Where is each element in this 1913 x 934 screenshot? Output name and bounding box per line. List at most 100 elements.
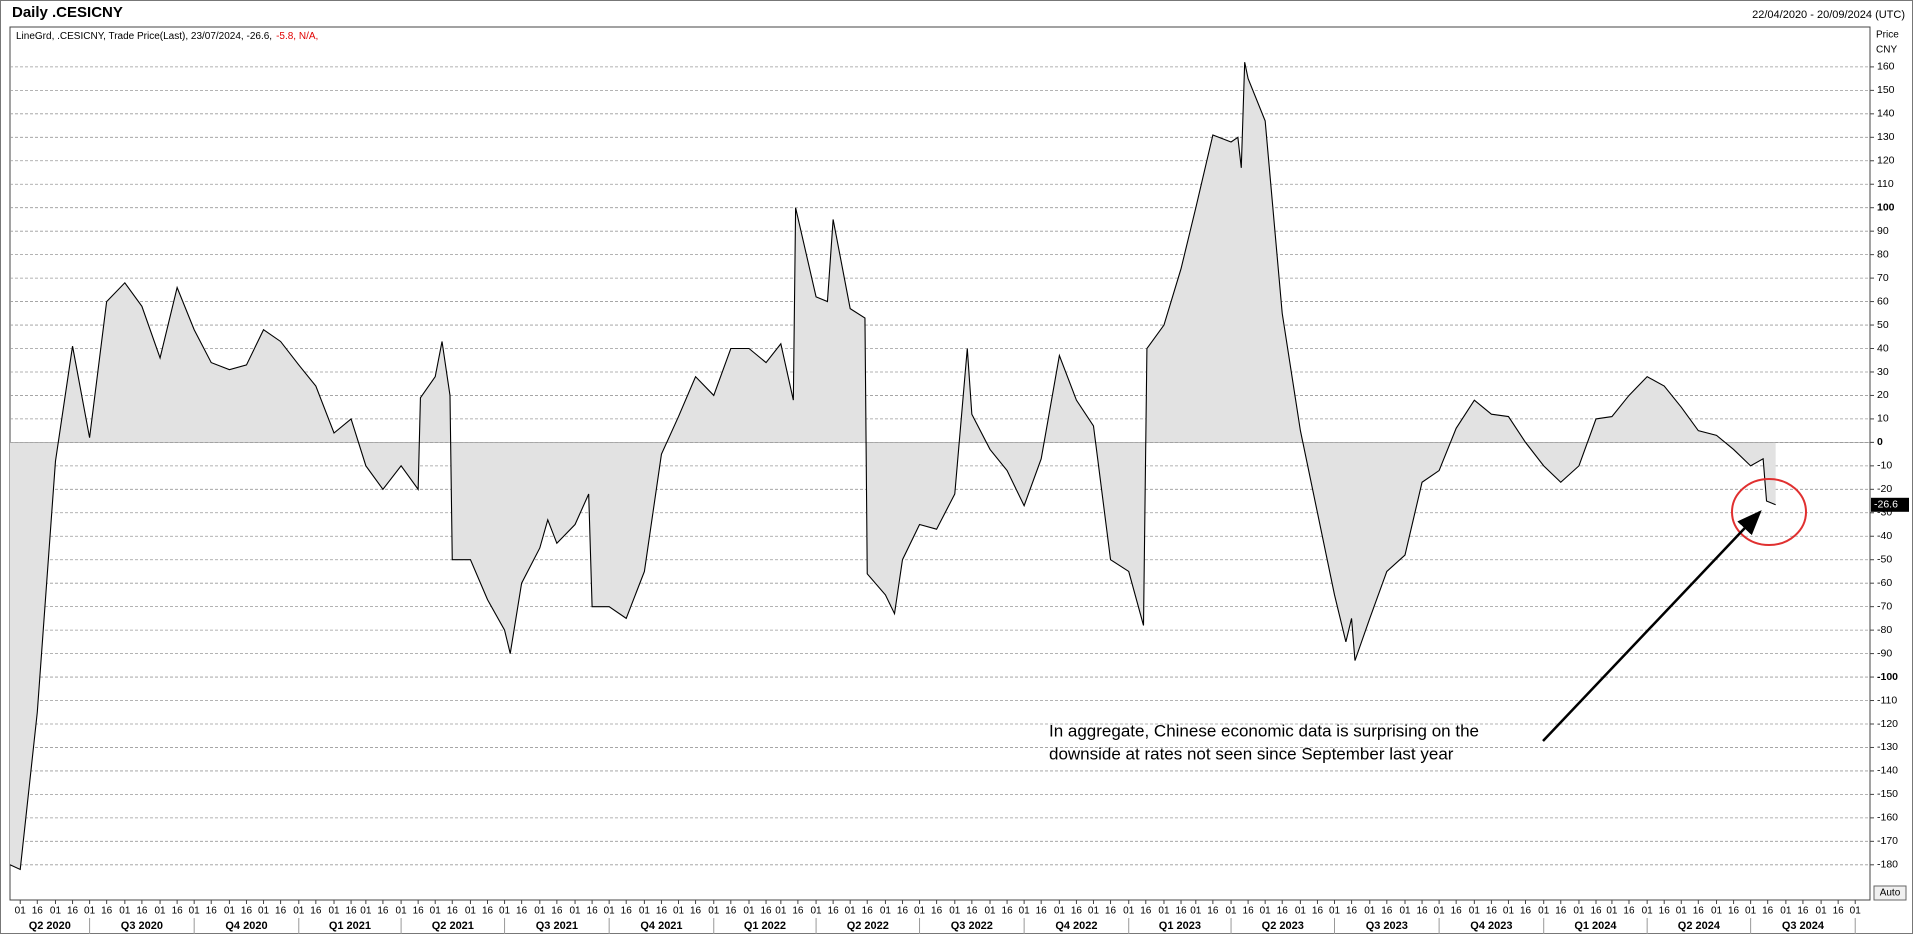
x-group-label: Q4 2020 — [225, 920, 267, 932]
y-tick-label: 30 — [1877, 366, 1889, 378]
y-tick-label: -180 — [1877, 859, 1898, 871]
x-group-label: Q1 2023 — [1159, 920, 1201, 932]
x-tick-label: 16 — [1520, 906, 1532, 917]
x-tick-label: 16 — [1623, 906, 1635, 917]
line — [9, 62, 1776, 871]
x-tick-label: 01 — [1538, 906, 1550, 917]
x-tick-label: 01 — [465, 906, 477, 917]
y-tick-label: -90 — [1877, 647, 1892, 659]
y-tick-label: -140 — [1877, 765, 1898, 777]
x-tick-label: 01 — [1676, 906, 1688, 917]
y-tick-label: 70 — [1877, 272, 1889, 284]
x-tick-label: 01 — [1503, 906, 1515, 917]
y-tick-label: -20 — [1877, 483, 1892, 495]
x-tick-label: 01 — [1123, 906, 1135, 917]
x-tick-label: 01 — [396, 906, 408, 917]
auto-button[interactable] — [1873, 885, 1907, 901]
x-group-label: Q3 2022 — [951, 920, 993, 932]
x-tick-label: 16 — [413, 906, 425, 917]
x-tick-label: 01 — [328, 906, 340, 917]
y-tick-label: 50 — [1877, 319, 1889, 331]
x-tick-label: 16 — [1243, 906, 1255, 917]
y-tick-label: -10 — [1877, 460, 1892, 472]
x-tick-label: 16 — [346, 906, 358, 917]
x-tick-label: 16 — [1451, 906, 1463, 917]
x-tick-label: 01 — [1745, 906, 1757, 917]
x-tick-label: 16 — [1555, 906, 1567, 917]
x-tick-label: 01 — [1642, 906, 1654, 917]
x-tick-label: 01 — [534, 906, 546, 917]
x-tick-label: 01 — [569, 906, 581, 917]
chart-title: Daily .CESICNY — [12, 4, 123, 21]
x-tick-label: 01 — [914, 906, 926, 917]
x-group-label: Q3 2020 — [121, 920, 163, 932]
x-tick-label: 16 — [1693, 906, 1705, 917]
last-value-box — [1871, 497, 1909, 512]
axis-label: Price — [1876, 30, 1899, 41]
x-tick-label: 16 — [966, 906, 978, 917]
x-tick-label: 01 — [1434, 906, 1446, 917]
x-tick-label: 01 — [949, 906, 961, 917]
x-tick-label: 16 — [447, 906, 459, 917]
x-tick-label: 01 — [1054, 906, 1066, 917]
y-tick-label: -40 — [1877, 530, 1892, 542]
x-tick-label: 16 — [1728, 906, 1740, 917]
x-tick-label: 01 — [1816, 906, 1828, 917]
area — [10, 62, 1776, 870]
y-tick-label: 110 — [1877, 178, 1894, 190]
currency: CNY — [1876, 45, 1897, 56]
x-tick-label: 16 — [1833, 906, 1845, 917]
x-tick-label: 01 — [499, 906, 511, 917]
x-tick-label: 01 — [1469, 906, 1481, 917]
x-tick-label: 01 — [1399, 906, 1411, 917]
x-tick-label: 01 — [845, 906, 857, 917]
x-group-label: Q2 2022 — [847, 920, 889, 932]
y-tick-label: -110 — [1877, 694, 1897, 706]
x-group-label: Q1 2022 — [744, 920, 786, 932]
x-group-label: Q3 2023 — [1366, 920, 1408, 932]
x-tick-label: 01 — [293, 906, 305, 917]
x-tick-label: 01 — [743, 906, 755, 917]
x-tick-label: 16 — [310, 906, 322, 917]
x-tick-label: 16 — [1381, 906, 1393, 917]
y-tick-label: -60 — [1877, 577, 1892, 589]
legend-change: -5.8, N/A, — [276, 31, 318, 42]
x-tick-label: 16 — [172, 906, 184, 917]
x-tick-label: 16 — [1312, 906, 1324, 917]
x-tick-label: 16 — [1659, 906, 1671, 917]
x-tick-label: 01 — [1329, 906, 1341, 917]
y-tick-label: 60 — [1877, 295, 1889, 307]
x-tick-label: 16 — [690, 906, 702, 917]
auto-label[interactable]: Auto — [1880, 888, 1901, 899]
x-tick-label: 01 — [708, 906, 720, 917]
x-tick-label: 16 — [67, 906, 79, 917]
x-tick-label: 01 — [1711, 906, 1723, 917]
x-tick-label: 01 — [430, 906, 442, 917]
annotation-arrow — [1542, 510, 1762, 742]
x-group-label: Q4 2021 — [640, 920, 682, 932]
x-tick-label: 16 — [621, 906, 633, 917]
x-tick-label: 16 — [551, 906, 563, 917]
x-tick-label: 16 — [792, 906, 804, 917]
x-tick-label: 16 — [828, 906, 840, 917]
x-tick-label: 16 — [241, 906, 253, 917]
x-tick-label: 01 — [1573, 906, 1585, 917]
x-tick-label: 16 — [1002, 906, 1014, 917]
x-tick-label: 01 — [1606, 906, 1618, 917]
x-tick-label: 16 — [1277, 906, 1289, 917]
legend: LineGrd, .CESICNY, Trade Price(Last), 23… — [16, 31, 318, 42]
x-tick-label: 01 — [84, 906, 96, 917]
x-tick-label: 01 — [1780, 906, 1792, 917]
x-group-label: Q2 2021 — [432, 920, 474, 932]
x-tick-label: 01 — [1225, 906, 1237, 917]
y-tick-label: 160 — [1877, 61, 1895, 73]
y-tick-label: -160 — [1877, 812, 1898, 824]
x-tick-label: 16 — [1416, 906, 1428, 917]
x-tick-label: 16 — [760, 906, 772, 917]
legend-text: LineGrd, .CESICNY, Trade Price(Last), 23… — [16, 31, 272, 42]
x-tick-label: 01 — [360, 906, 372, 917]
y-tick-label: -130 — [1877, 741, 1898, 753]
x-tick-label: 16 — [1105, 906, 1117, 917]
